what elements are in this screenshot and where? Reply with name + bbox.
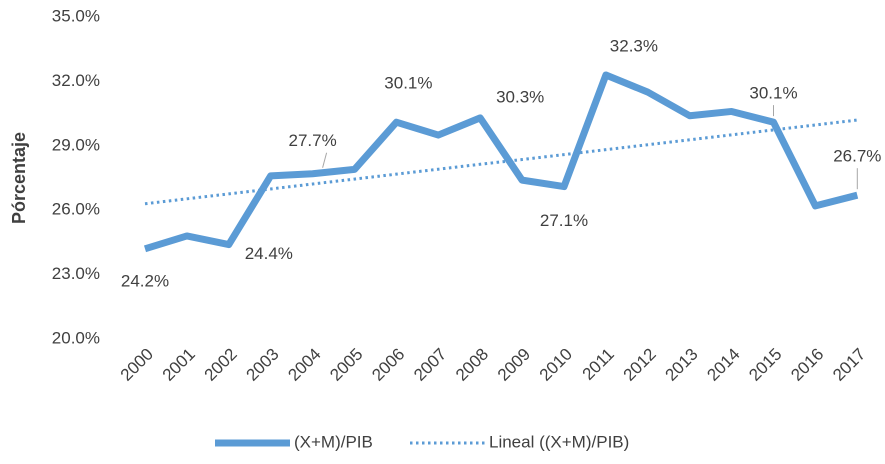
x-tick-label: 2004 xyxy=(284,345,324,385)
x-tick-label: 2002 xyxy=(201,345,241,385)
x-tick-label: 2010 xyxy=(536,345,576,385)
data-label: 26.7% xyxy=(833,147,881,166)
data-label: 30.1% xyxy=(384,74,432,93)
x-tick-label: 2012 xyxy=(620,345,660,385)
data-label: 24.4% xyxy=(245,244,293,263)
y-tick-label: 20.0% xyxy=(52,328,100,347)
x-tick-label: 2015 xyxy=(745,345,785,385)
x-tick-label: 2017 xyxy=(829,345,869,385)
y-tick-label: 32.0% xyxy=(52,71,100,90)
data-label: 24.2% xyxy=(121,271,169,290)
x-tick-label: 2009 xyxy=(494,345,534,385)
x-tick-label: 2016 xyxy=(787,345,827,385)
series-line xyxy=(143,71,859,253)
x-tick-label: 2007 xyxy=(410,345,450,385)
y-tick-label: 29.0% xyxy=(52,135,100,154)
y-tick-label: 26.0% xyxy=(52,200,100,219)
x-tick-label: 2003 xyxy=(243,345,283,385)
x-tick-label: 2014 xyxy=(703,345,743,385)
data-label: 32.3% xyxy=(610,36,658,55)
x-tick-label: 2000 xyxy=(117,345,157,385)
y-tick-label: 23.0% xyxy=(52,264,100,283)
legend-label: (X+M)/PIB xyxy=(294,432,373,451)
x-tick-label: 2001 xyxy=(159,345,199,385)
x-tick-label: 2006 xyxy=(368,345,408,385)
data-label: 27.7% xyxy=(288,131,336,150)
x-tick-label: 2005 xyxy=(326,345,366,385)
data-label: 30.1% xyxy=(749,84,797,103)
legend-label: Lineal ((X+M)/PIB) xyxy=(489,432,629,451)
y-axis-label: Pórcentaje xyxy=(9,132,29,224)
x-tick-label: 2013 xyxy=(662,345,702,385)
leader-line xyxy=(322,152,328,168)
x-tick-label: 2011 xyxy=(579,345,618,384)
y-tick-label: 35.0% xyxy=(52,6,100,25)
x-tick-label: 2008 xyxy=(452,345,492,385)
data-label: 30.3% xyxy=(496,87,544,106)
data-label: 27.1% xyxy=(540,211,588,230)
trend-line xyxy=(144,118,858,206)
